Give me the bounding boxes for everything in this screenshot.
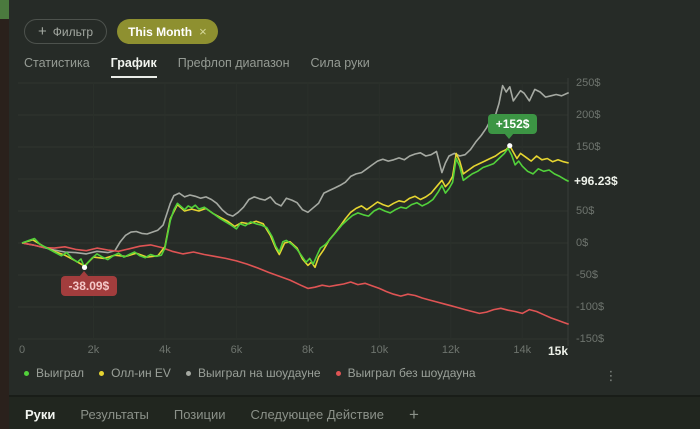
filter-chip-label: This Month <box>128 24 193 39</box>
window-edge <box>0 0 9 429</box>
legend-label: Выиграл на шоудауне <box>197 366 321 380</box>
x-axis-tick: 0 <box>18 344 26 356</box>
y-axis-tick: -150$ <box>576 333 605 345</box>
x-axis-tick: 2k <box>87 344 100 356</box>
legend-item[interactable]: Выиграл на шоудауне <box>185 366 321 380</box>
x-axis-tick: 8k <box>302 344 314 356</box>
bottom-tab-Результаты[interactable]: Результаты <box>80 406 149 422</box>
bottom-tab-bar: Руки Результаты Позиции Следующее Действие + <box>9 395 700 429</box>
current-value-label: +96.23$ <box>574 174 618 189</box>
legend-label: Выиграл <box>36 366 85 380</box>
legend-item[interactable]: Олл-ин EV <box>99 366 171 380</box>
legend-item[interactable]: Выиграл без шоудауна <box>335 366 476 380</box>
bottom-tab-Позиции[interactable]: Позиции <box>173 406 226 422</box>
tab-Сила руки[interactable]: Сила руки <box>310 56 370 70</box>
top-tabs: Статистика График Префлоп диапазон Сила рук… <box>24 56 370 78</box>
annotation-badge-positive: +152$ <box>487 113 538 139</box>
y-axis-tick: 150$ <box>576 141 601 153</box>
filter-button-label: Фильтр <box>52 24 94 39</box>
y-axis-tick: -50$ <box>576 269 599 281</box>
tab-Префлоп диапазон[interactable]: Префлоп диапазон <box>177 56 290 70</box>
window-accent <box>0 0 9 19</box>
tab-График[interactable]: График <box>110 56 157 78</box>
bottom-tab-Руки[interactable]: Руки <box>25 406 56 422</box>
add-tab-button[interactable]: + <box>409 404 419 424</box>
tab-Статистика[interactable]: Статистика <box>24 56 90 70</box>
legend-dot-icon <box>185 370 191 376</box>
series-line-2 <box>21 84 570 255</box>
annotation-badge-negative: -38.09$ <box>60 271 118 297</box>
bottom-tab-Следующее Действие[interactable]: Следующее Действие <box>250 406 385 422</box>
legend-label: Олл-ин EV <box>111 366 171 380</box>
close-icon[interactable]: × <box>199 24 207 39</box>
y-axis-tick: 50$ <box>576 205 595 217</box>
x-axis-tick: 12k <box>441 344 460 356</box>
filter-bar: + Фильтр This Month × <box>24 19 218 44</box>
y-axis-tick: 0$ <box>576 237 589 249</box>
series-line-0 <box>21 147 570 269</box>
y-axis-tick: 250$ <box>576 77 601 89</box>
plus-icon: + <box>38 23 47 40</box>
x-axis-tick: 10k <box>370 344 389 356</box>
annotation-anchor-dot <box>507 143 513 149</box>
annotation-anchor-dot <box>81 264 88 270</box>
chart-legend: Выиграл Олл-ин EV Выиграл на шоудауне Выигр… <box>24 366 476 380</box>
legend-dot-icon <box>99 370 105 376</box>
y-axis-tick: -100$ <box>576 301 605 313</box>
x-axis-tick: 6k <box>230 344 243 356</box>
more-options-button[interactable]: ⋮ <box>604 368 618 383</box>
filter-chip-this-month[interactable]: This Month × <box>117 19 218 44</box>
legend-item[interactable]: Выиграл <box>24 366 84 380</box>
legend-label: Выиграл без шоудауна <box>347 366 476 380</box>
y-axis-tick: 200$ <box>576 109 601 121</box>
legend-dot-icon <box>24 370 29 376</box>
series-line-3 <box>21 242 569 326</box>
legend-dot-icon <box>335 370 341 376</box>
x-axis-tick: 14k <box>513 344 532 356</box>
x-axis-tick: 15k <box>547 344 569 358</box>
x-axis-tick: 4k <box>159 344 171 356</box>
add-filter-button[interactable]: + Фильтр <box>24 19 108 44</box>
